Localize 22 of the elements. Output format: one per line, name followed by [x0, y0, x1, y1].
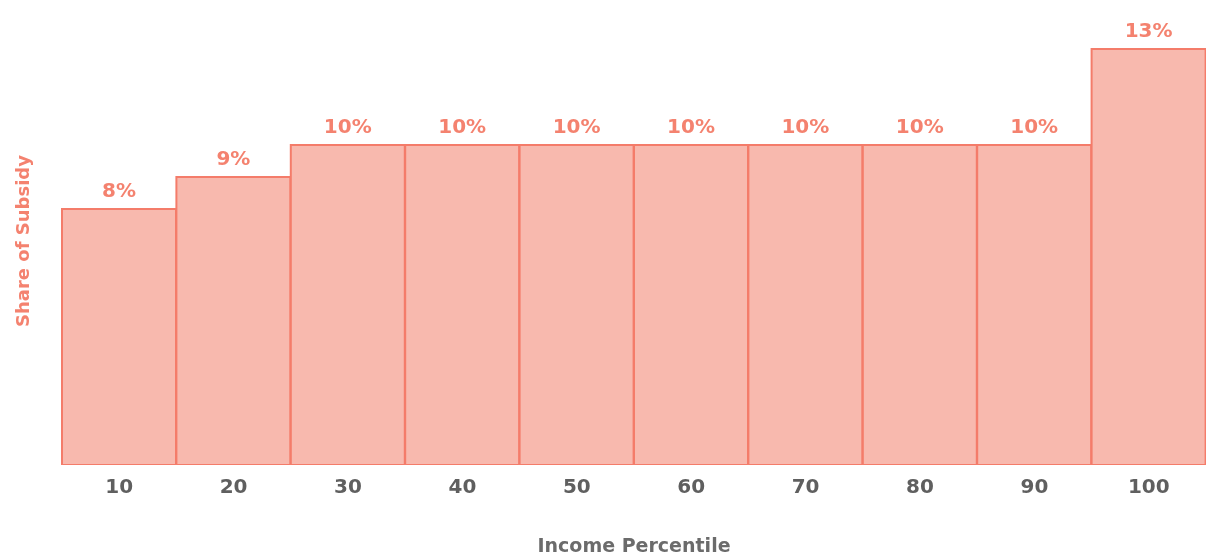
- data-label: 10%: [323, 114, 372, 139]
- data-label: 10%: [781, 114, 830, 139]
- data-label: 10%: [438, 114, 487, 139]
- x-tick-label: 70: [791, 474, 820, 499]
- x-axis-title: Income Percentile: [537, 534, 731, 552]
- data-label: 13%: [1124, 18, 1173, 43]
- x-tick-label: 90: [1020, 474, 1049, 499]
- y-axis-title: Share of Subsidy: [11, 154, 33, 327]
- data-label: 10%: [552, 114, 601, 139]
- data-label: 8%: [102, 178, 136, 203]
- data-label: 9%: [216, 146, 251, 171]
- x-tick-label: 20: [219, 474, 248, 499]
- x-tick-label: 100: [1127, 474, 1170, 499]
- x-tick-label: 40: [448, 474, 477, 499]
- data-label: 10%: [1010, 114, 1059, 139]
- x-tick-label: 60: [677, 474, 706, 499]
- x-tick-label: 10: [105, 474, 134, 499]
- data-label: 10%: [895, 114, 944, 139]
- data-label: 10%: [667, 114, 715, 139]
- x-tick-label: 50: [562, 474, 591, 499]
- x-tick-label: 80: [906, 474, 934, 499]
- x-tick-label: 30: [334, 474, 362, 499]
